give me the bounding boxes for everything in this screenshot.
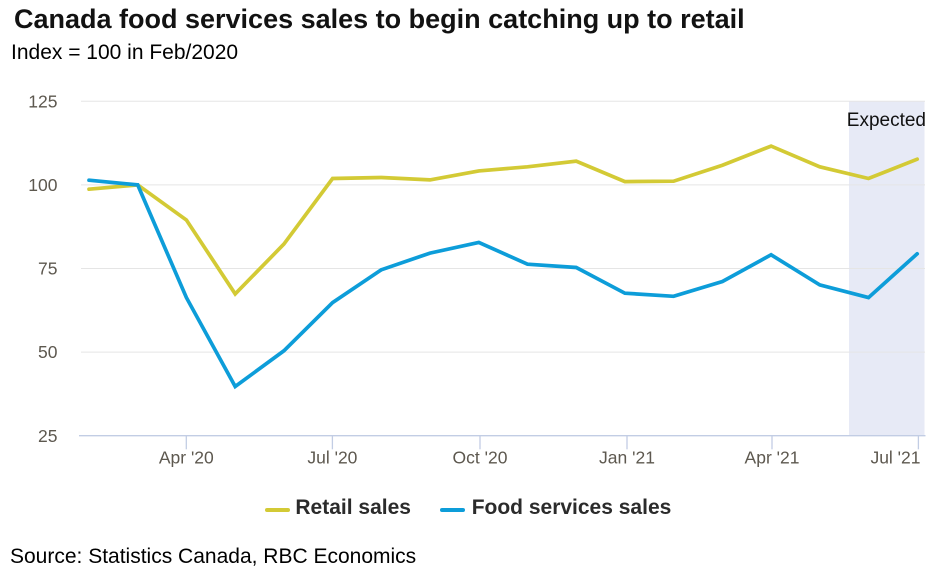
- svg-text:50: 50: [38, 342, 58, 362]
- svg-text:Jul '20: Jul '20: [307, 448, 357, 468]
- svg-text:Expected: Expected: [847, 110, 926, 131]
- svg-text:Apr '20: Apr '20: [159, 448, 214, 468]
- svg-text:Jan '21: Jan '21: [599, 448, 655, 468]
- svg-text:25: 25: [38, 426, 57, 446]
- svg-text:Oct '20: Oct '20: [453, 448, 508, 468]
- svg-text:100: 100: [28, 175, 57, 195]
- svg-text:75: 75: [38, 259, 57, 279]
- svg-text:Jul '21: Jul '21: [870, 448, 920, 468]
- svg-text:Apr '21: Apr '21: [745, 448, 800, 468]
- svg-text:125: 125: [28, 91, 57, 111]
